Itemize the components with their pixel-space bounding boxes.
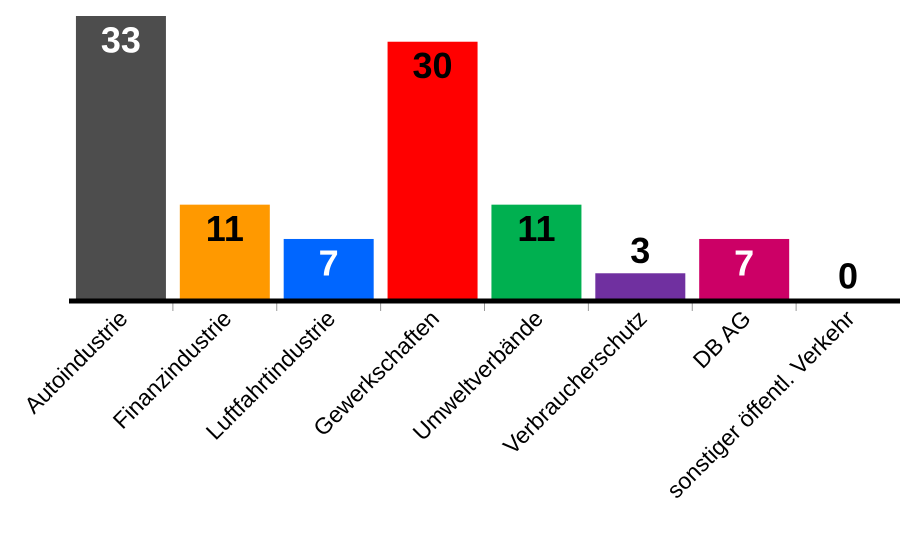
- value-label: 7: [734, 242, 754, 283]
- value-label: 7: [319, 242, 339, 283]
- bar: [491, 204, 582, 299]
- x-tick-label: DB AG: [688, 305, 756, 373]
- bar: [699, 238, 790, 299]
- value-label: 11: [206, 208, 244, 249]
- bar: [283, 238, 374, 299]
- value-label: 11: [517, 208, 555, 249]
- bar: [179, 204, 270, 299]
- value-label: 3: [630, 230, 650, 271]
- bar: [595, 273, 686, 299]
- x-tick-label: Autoindustrie: [19, 305, 132, 418]
- value-label: 30: [413, 45, 453, 86]
- x-tick-label: sonstiger öffentl. Verkehr: [662, 305, 860, 503]
- value-label: 33: [101, 20, 141, 61]
- bar: [387, 41, 478, 300]
- value-label: 0: [838, 256, 858, 297]
- bar: [75, 16, 166, 299]
